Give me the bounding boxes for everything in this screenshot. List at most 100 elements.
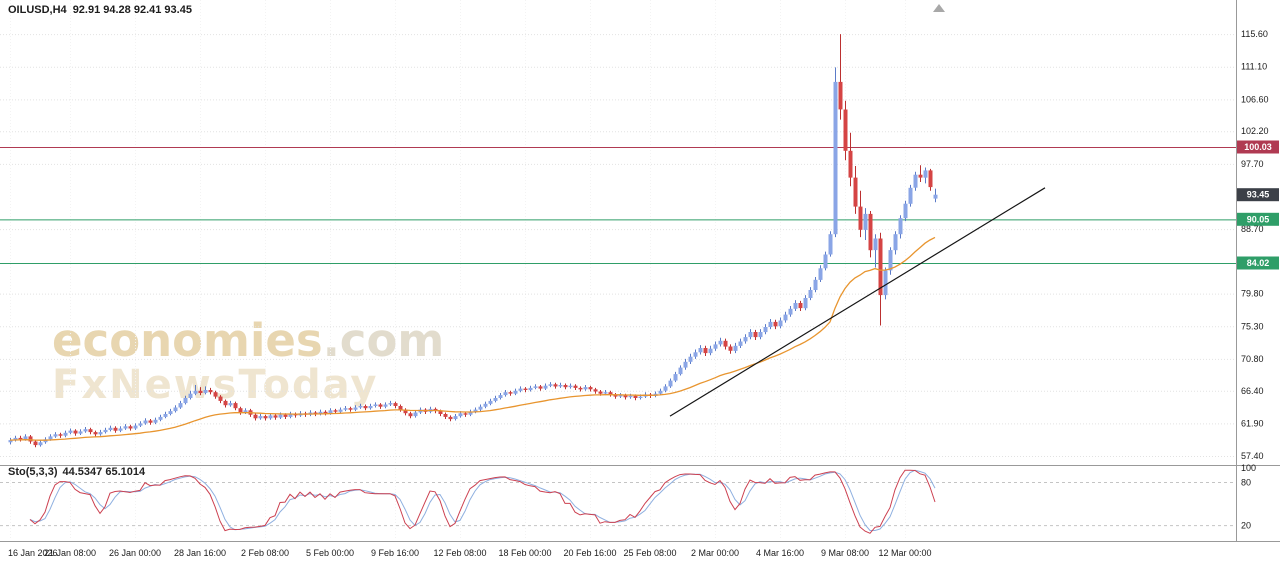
- candle-body: [483, 403, 488, 407]
- candle-body: [768, 321, 773, 327]
- candle-body: [333, 410, 338, 412]
- candle-body: [663, 386, 668, 391]
- x-tick-label: 20 Feb 16:00: [563, 548, 616, 558]
- candle-body: [253, 414, 258, 419]
- candle-body: [873, 238, 878, 251]
- vertical-grid: [10, 0, 906, 540]
- candle-body: [863, 213, 868, 230]
- candle-body: [358, 406, 363, 408]
- candle-body: [228, 403, 233, 406]
- candle-body: [13, 437, 18, 441]
- candle-body: [903, 203, 908, 219]
- candle-body: [438, 411, 443, 414]
- candle-body: [328, 410, 333, 414]
- candle-body: [783, 314, 788, 321]
- candle-body: [628, 395, 633, 398]
- symbol-ohlc-values: 92.91 94.28 92.41 93.45: [72, 4, 192, 16]
- candle-body: [388, 403, 393, 405]
- y-tick-label: 61.90: [1241, 418, 1264, 428]
- y-tick-label: 79.80: [1241, 289, 1264, 299]
- candle-body: [198, 390, 203, 393]
- candle-body: [78, 431, 83, 434]
- candle-body: [538, 386, 543, 389]
- candle-body: [803, 298, 808, 309]
- y-tick-label: 66.40: [1241, 386, 1264, 396]
- candle-body: [463, 413, 468, 415]
- candle-body: [173, 407, 178, 412]
- candle-body: [453, 416, 458, 419]
- candle-body: [738, 341, 743, 346]
- candle-body: [153, 419, 158, 423]
- candle-body: [363, 406, 368, 409]
- current-price-badge: 93.45: [1247, 190, 1270, 200]
- candle-body: [203, 390, 208, 393]
- candle-body: [798, 303, 803, 309]
- watermark-brand-text: economies: [52, 314, 323, 367]
- candle-body: [923, 170, 928, 178]
- candle-body: [613, 394, 618, 397]
- candle-body: [133, 425, 138, 429]
- candle-body: [53, 434, 58, 437]
- x-tick-label: 21 Jan 08:00: [44, 548, 96, 558]
- candle-body: [743, 337, 748, 342]
- candle-body: [138, 423, 143, 426]
- candle-body: [558, 385, 563, 387]
- candle-body: [503, 392, 508, 396]
- candle-body: [413, 412, 418, 417]
- candle-body: [773, 321, 778, 327]
- candle-body: [603, 392, 608, 394]
- candle-body: [718, 340, 723, 345]
- candle-body: [513, 390, 518, 394]
- x-tick-label: 16 Jan 2026: [8, 548, 58, 558]
- candle-body: [813, 279, 818, 290]
- candle-body: [118, 428, 123, 431]
- y-tick-label: 70.80: [1241, 354, 1264, 364]
- candle-body: [748, 332, 753, 338]
- candle-body: [573, 385, 578, 388]
- candle-body: [188, 393, 193, 398]
- candle-body: [123, 426, 128, 429]
- candle-body: [898, 218, 903, 235]
- candle-body: [833, 81, 838, 235]
- candle-body: [723, 340, 728, 347]
- candle-body: [193, 390, 198, 394]
- x-tick-label: 28 Jan 16:00: [174, 548, 226, 558]
- candle-body: [693, 352, 698, 357]
- candle-body: [208, 390, 213, 393]
- candle-body: [763, 327, 768, 333]
- resistance-price-badge: 100.03: [1244, 142, 1272, 152]
- candle-body: [893, 234, 898, 251]
- x-tick-label: 18 Feb 00:00: [498, 548, 551, 558]
- price-axis[interactable]: 115.60 111.10 106.60 102.20 97.70 88.70 79.80 7…: [1237, 29, 1279, 461]
- candle-body: [283, 414, 288, 417]
- candle-body: [158, 416, 163, 420]
- candle-body: [58, 434, 63, 436]
- candle-body: [448, 416, 453, 420]
- candle-body: [258, 416, 263, 419]
- candle-body: [398, 406, 403, 410]
- y-tick-label: 88.70: [1241, 224, 1264, 234]
- candle-body: [673, 374, 678, 381]
- candle-body: [63, 432, 68, 436]
- candle-body: [678, 367, 683, 375]
- candle-body: [498, 395, 503, 398]
- candle-body: [403, 409, 408, 414]
- candle-body: [488, 400, 493, 404]
- y-tick-label: 102.20: [1241, 126, 1269, 136]
- candle-body: [753, 332, 758, 338]
- candle-body: [83, 429, 88, 432]
- candle-body: [18, 437, 23, 440]
- candle-body: [348, 408, 353, 410]
- candle-body: [113, 427, 118, 431]
- candle-body: [658, 390, 663, 394]
- candle-body: [528, 387, 533, 391]
- candle-body: [578, 387, 583, 390]
- watermark-brand: economies.com: [52, 318, 444, 364]
- candle-body: [918, 174, 923, 178]
- indicator-values: 44.5347 65.1014: [62, 466, 146, 478]
- watermark: economies.com FxNewsToday: [52, 318, 444, 406]
- candle-body: [33, 441, 38, 446]
- candle-body: [688, 356, 693, 362]
